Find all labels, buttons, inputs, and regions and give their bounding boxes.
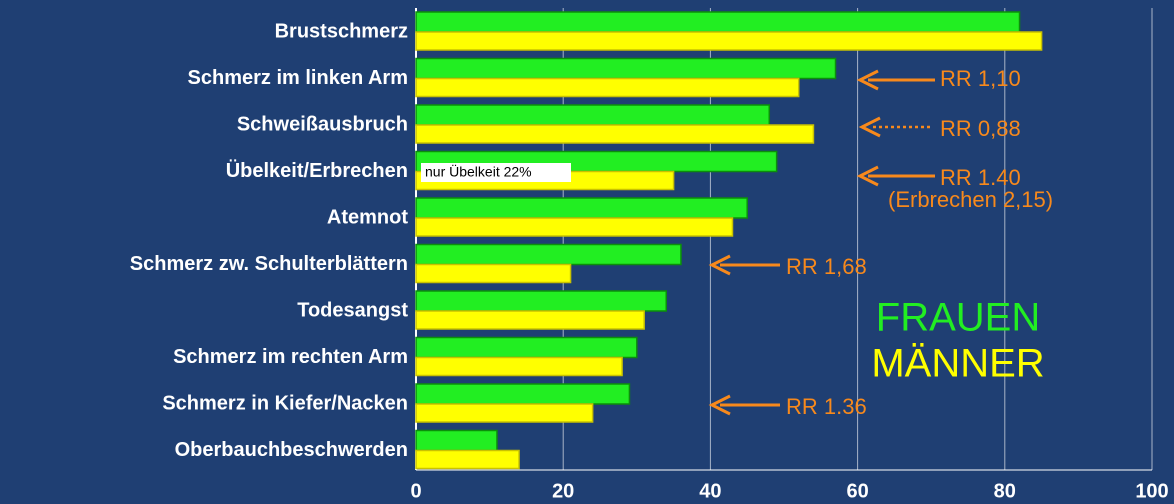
x-tick-label: 40 [699,480,721,502]
note: nur Übelkeit 22% [425,163,532,180]
x-tick-label: 0 [410,480,421,502]
bar [415,310,645,330]
x-tick-label: 80 [994,480,1016,502]
bar [415,290,667,312]
x-tick-label: 100 [1135,480,1168,502]
arrow-head [708,394,731,416]
arrow-head [858,116,881,138]
bar [415,124,815,144]
arrow-head [856,165,879,187]
x-tick-label: 20 [552,480,574,502]
bar [415,429,498,452]
bar [415,263,572,284]
bar [415,356,623,377]
bar [415,77,800,98]
annotation: RR 1,68 [786,254,867,279]
category-label: Schmerz im rechten Arm [173,346,408,368]
annotation: RR 1.36 [786,394,867,419]
bar [415,197,748,219]
category-label: Brustschmerz [275,20,408,42]
category-label: Schmerz in Kiefer/Nacken [162,392,408,414]
bar [415,217,734,237]
bar [415,104,771,126]
category-label: Schweißausbruch [237,113,408,135]
category-label: Schmerz im linken Arm [188,67,408,89]
x-tick-label: 60 [846,480,868,502]
bar [415,449,520,470]
category-label: Atemnot [327,206,408,228]
category-label: Oberbauchbeschwerden [175,439,408,461]
arrow-head [708,254,731,276]
annotation: RR 1,10 [940,66,1021,91]
annotation: RR 1.40 [940,165,1021,190]
legend-label: MÄNNER [871,342,1044,386]
bar [415,336,638,359]
bar [415,11,1021,33]
category-label: Übelkeit/Erbrechen [226,159,408,182]
bar [415,31,1043,51]
category-label: Schmerz zw. Schulterblättern [130,253,408,275]
annotation: RR 0,88 [940,116,1021,141]
legend-label: FRAUEN [876,296,1040,340]
annotation: (Erbrechen 2,15) [888,187,1053,212]
bar [415,57,837,80]
bar [415,383,631,405]
note-box [421,163,571,182]
bar [415,403,594,423]
arrow-head [856,69,879,91]
bar [415,243,682,266]
category-label: Todesangst [297,299,408,321]
